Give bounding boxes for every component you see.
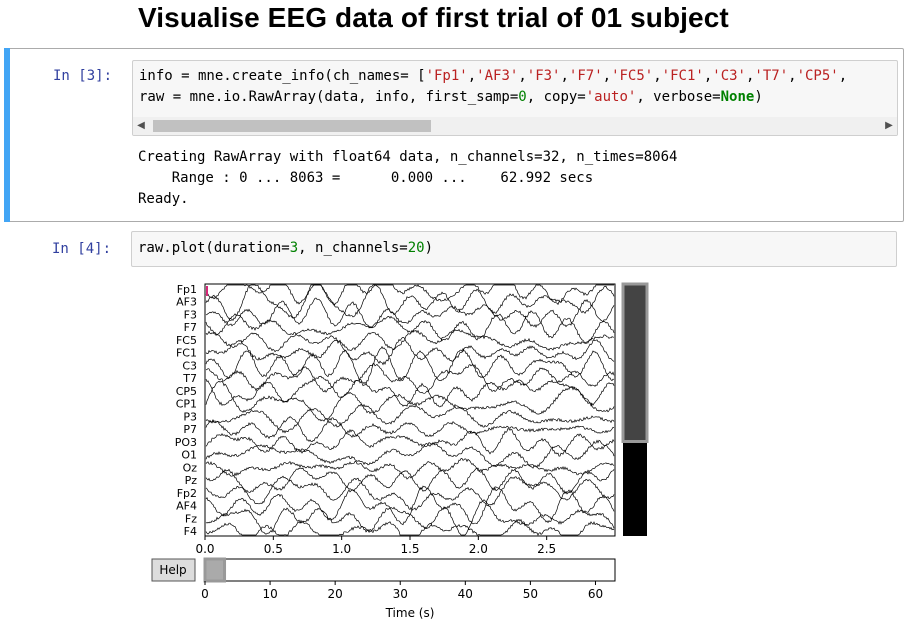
cell-3-output: Creating RawArray with float64 data, n_c… [138, 147, 677, 210]
separator: , [518, 68, 527, 84]
code-cell-4[interactable]: In [4]: raw.plot(duration=3, n_channels=… [4, 228, 904, 620]
code-line2-e: , verbose= [636, 89, 721, 105]
code-line2-verbose-value: None [720, 89, 755, 105]
code-line2-c: , copy= [526, 89, 586, 105]
code-c: , n_channels= [298, 240, 408, 256]
cell-3-prompt: In [3]: [53, 68, 113, 84]
code-cell-3[interactable]: In [3]: info = mne.create_info(ch_names=… [4, 48, 904, 222]
channel-string: 'AF3' [476, 68, 519, 84]
cell-3-code-line-1[interactable]: info = mne.create_info(ch_names= ['Fp1',… [139, 66, 847, 87]
separator: , [788, 68, 797, 84]
channel-string: 'T7' [754, 68, 789, 84]
channel-string: 'FC5' [611, 68, 654, 84]
channel-string: 'F3' [526, 68, 561, 84]
separator: , [653, 68, 662, 84]
cell-4-prompt: In [4]: [52, 241, 112, 257]
code-line1-prefix: info = mne.create_info(ch_names= [ [139, 68, 426, 84]
selected-cell-indicator [4, 48, 10, 222]
code-line2-first-samp-value: 0 [518, 89, 527, 105]
channel-string: 'FC1' [661, 68, 704, 84]
cell-4-input-area[interactable]: raw.plot(duration=3, n_channels=20) [131, 231, 897, 267]
separator: , [838, 68, 848, 84]
triangle-left-icon[interactable]: ◀ [137, 120, 145, 131]
channel-string: 'Fp1' [425, 68, 468, 84]
cell-3-code-line-2[interactable]: raw = mne.io.RawArray(data, info, first_… [139, 87, 763, 108]
code-line2-a: raw = mne.io.RawArray(data, info, first_… [139, 89, 519, 105]
channel-name-strings: 'Fp1','AF3','F3','F7','FC5','FC1','C3','… [426, 68, 848, 84]
code-e: ) [424, 240, 434, 256]
cell-3-input-area[interactable]: info = mne.create_info(ch_names= ['Fp1',… [132, 60, 898, 136]
separator: , [745, 68, 755, 84]
code-duration-value: 3 [289, 240, 299, 256]
separator: , [602, 68, 612, 84]
code-a: raw.plot(duration= [138, 240, 290, 256]
output-line: Range : 0 ... 8063 = 0.000 ... 62.992 se… [138, 170, 594, 186]
channel-string: 'CP5' [796, 68, 839, 84]
output-line: Creating RawArray with float64 data, n_c… [138, 149, 678, 165]
cell-3-horizontal-scrollbar[interactable]: ◀ ▶ [133, 117, 897, 135]
code-n-channels-value: 20 [407, 240, 425, 256]
output-line: Ready. [138, 191, 189, 207]
notebook-heading: Visualise EEG data of first trial of 01 … [138, 2, 729, 33]
cell-4-code-line[interactable]: raw.plot(duration=3, n_channels=20) [138, 238, 433, 259]
triangle-right-icon[interactable]: ▶ [885, 120, 893, 131]
separator: , [560, 68, 569, 84]
scrollbar-thumb[interactable] [153, 120, 431, 132]
separator: , [467, 68, 477, 84]
channel-string: 'C3' [712, 68, 746, 84]
channel-string: 'F7' [568, 68, 603, 84]
notebook-heading-container: Visualise EEG data of first trial of 01 … [0, 0, 908, 36]
code-line2-copy-value: 'auto' [585, 89, 637, 105]
code-line2-g: ) [754, 89, 763, 105]
separator: , [703, 68, 713, 84]
